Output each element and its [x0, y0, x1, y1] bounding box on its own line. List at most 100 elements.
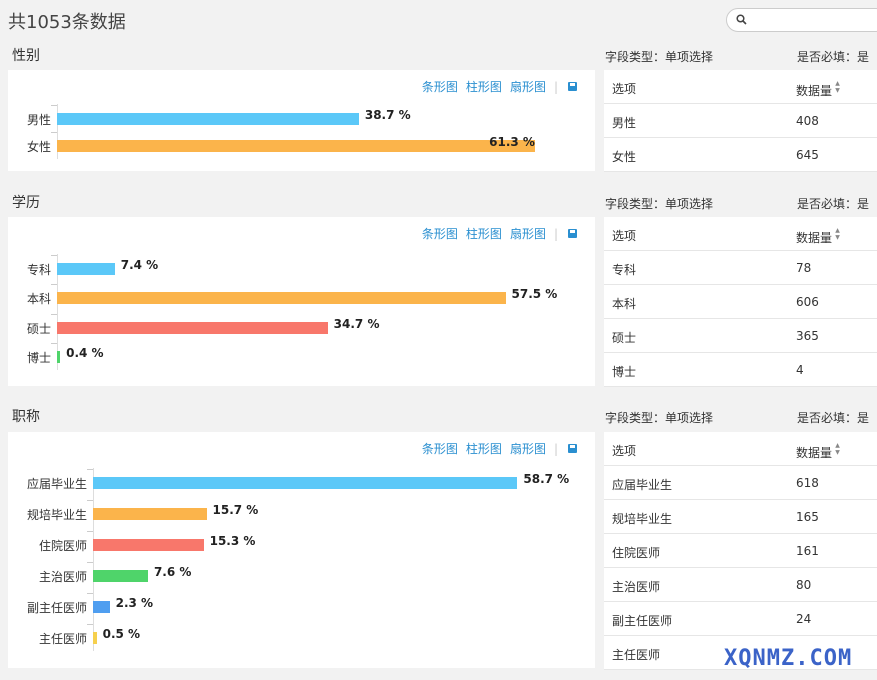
table-header-row: 选项 数据量 ▲▼	[604, 70, 877, 104]
chart-axis	[57, 254, 58, 370]
chart-bar[interactable]	[57, 140, 536, 152]
bar-percent-label: 58.7 %	[523, 472, 570, 486]
count-cell: 408	[796, 114, 819, 128]
chart-bar[interactable]	[57, 321, 328, 334]
search-input[interactable]	[726, 8, 877, 32]
option-cell: 规培毕业生	[612, 512, 673, 526]
count-cell: 78	[796, 261, 812, 275]
chart-panel: 条形图 柱形图 扇形图 | 男性 38.7 % 女性 61.3 %	[8, 70, 595, 171]
chart-bar[interactable]	[57, 292, 506, 305]
bar-percent-label: 7.6 %	[153, 565, 192, 579]
save-icon[interactable]	[568, 229, 577, 238]
chart-bar[interactable]	[93, 477, 518, 489]
count-header-cell[interactable]: 数据量 ▲▼	[796, 442, 843, 461]
chart-bar[interactable]	[93, 570, 148, 582]
toolbar-separator: |	[553, 79, 558, 94]
chart-bar[interactable]	[57, 113, 359, 125]
save-icon[interactable]	[568, 82, 577, 91]
axis-tick	[51, 132, 57, 133]
chart-bar[interactable]	[93, 508, 207, 520]
count-header-cell[interactable]: 数据量 ▲▼	[796, 227, 843, 246]
count-cell: 645	[796, 148, 819, 162]
bar-category-label: 规培毕业生	[26, 508, 87, 522]
chart-bar[interactable]	[93, 601, 110, 613]
chart-panel: 条形图 柱形图 扇形图 | 专科 7.4 % 本科 57.5 % 硕士 34.7 % 博士 0.4 %	[8, 217, 595, 386]
option-cell: 专科	[612, 263, 637, 277]
chart-toolbar: 条形图 柱形图 扇形图 |	[414, 440, 577, 457]
table-row: 应届毕业生 618	[604, 466, 877, 500]
bar-category-label: 博士	[26, 350, 51, 365]
option-cell: 主治医师	[612, 580, 661, 594]
option-cell: 硕士	[612, 331, 637, 345]
option-cell: 副主任医师	[612, 614, 673, 628]
chart-panel: 条形图 柱形图 扇形图 | 应届毕业生 58.7 % 规培毕业生 15.7 % 住院医师 15.3…	[8, 432, 595, 668]
toolbar-separator: |	[553, 441, 558, 456]
section-title: 职称	[12, 409, 40, 425]
bar-category-label: 副主任医师	[26, 601, 87, 615]
chart-axis	[93, 468, 94, 651]
bar-chart-tab[interactable]: 条形图	[421, 227, 458, 241]
table-header-row: 选项 数据量 ▲▼	[604, 432, 877, 466]
table-row: 女性 645	[604, 138, 877, 172]
bar-percent-label: 15.7 %	[212, 503, 259, 517]
count-header-cell[interactable]: 数据量 ▲▼	[796, 80, 843, 99]
required-label: 是否必填：是	[797, 197, 870, 211]
bar-percent-label: 0.5 %	[102, 627, 141, 641]
total-count: 共1053条数据	[8, 12, 126, 33]
chart-toolbar: 条形图 柱形图 扇形图 |	[414, 78, 577, 95]
chart-bar[interactable]	[57, 350, 61, 363]
save-icon[interactable]	[568, 444, 577, 453]
count-cell: 4	[796, 363, 804, 377]
column-chart-tab[interactable]: 柱形图	[465, 442, 502, 456]
bar-percent-label: 57.5 %	[511, 287, 558, 302]
bar-percent-label: 0.4 %	[66, 345, 104, 360]
axis-tick	[87, 500, 93, 501]
column-chart-tab[interactable]: 柱形图	[465, 227, 502, 241]
option-cell: 住院医师	[612, 546, 661, 560]
option-cell: 主任医师	[612, 648, 661, 662]
axis-tick	[87, 531, 93, 532]
axis-tick	[51, 105, 57, 106]
chart-toolbar: 条形图 柱形图 扇形图 |	[414, 225, 577, 242]
axis-tick	[87, 562, 93, 563]
option-cell: 本科	[612, 297, 637, 311]
axis-tick	[87, 624, 93, 625]
bar-category-label: 男性	[26, 113, 51, 127]
bar-percent-label: 15.3 %	[209, 534, 256, 548]
count-column-header[interactable]: 数据量	[796, 231, 833, 245]
count-column-header[interactable]: 数据量	[796, 84, 833, 98]
pie-chart-tab[interactable]: 扇形图	[509, 80, 546, 94]
table-row: 男性 408	[604, 104, 877, 138]
count-cell: 24	[796, 612, 812, 626]
option-cell: 男性	[612, 116, 637, 130]
count-column-header[interactable]: 数据量	[796, 446, 833, 460]
column-chart-tab[interactable]: 柱形图	[465, 80, 502, 94]
bar-chart-tab[interactable]: 条形图	[421, 80, 458, 94]
sort-icon[interactable]: ▲▼	[834, 80, 842, 94]
bar-category-label: 应届毕业生	[26, 477, 87, 491]
bar-percent-label: 2.3 %	[115, 596, 154, 610]
field-type-label: 字段类型：单项选择	[605, 197, 714, 211]
chart-bar[interactable]	[93, 539, 204, 551]
toolbar-separator: |	[553, 226, 558, 241]
sort-icon[interactable]: ▲▼	[834, 227, 842, 241]
option-column-header: 选项	[612, 229, 637, 243]
pie-chart-tab[interactable]: 扇形图	[509, 442, 546, 456]
bar-category-label: 硕士	[26, 321, 51, 336]
sort-icon[interactable]: ▲▼	[834, 442, 842, 456]
section-title: 性别	[12, 48, 40, 64]
count-cell: 365	[796, 329, 819, 343]
pie-chart-tab[interactable]: 扇形图	[509, 227, 546, 241]
field-type-label: 字段类型：单项选择	[605, 411, 714, 425]
table-row: 主治医师 80	[604, 568, 877, 602]
bar-percent-label: 34.7 %	[333, 316, 380, 331]
chart-bar[interactable]	[57, 263, 115, 275]
axis-tick	[87, 593, 93, 594]
axis-tick	[51, 255, 57, 256]
bar-category-label: 本科	[26, 292, 51, 307]
bar-chart-tab[interactable]: 条形图	[421, 442, 458, 456]
axis-tick	[87, 469, 93, 470]
table-row: 主任医师	[604, 636, 877, 670]
chart-bar[interactable]	[93, 632, 97, 644]
count-cell: 618	[796, 476, 819, 490]
